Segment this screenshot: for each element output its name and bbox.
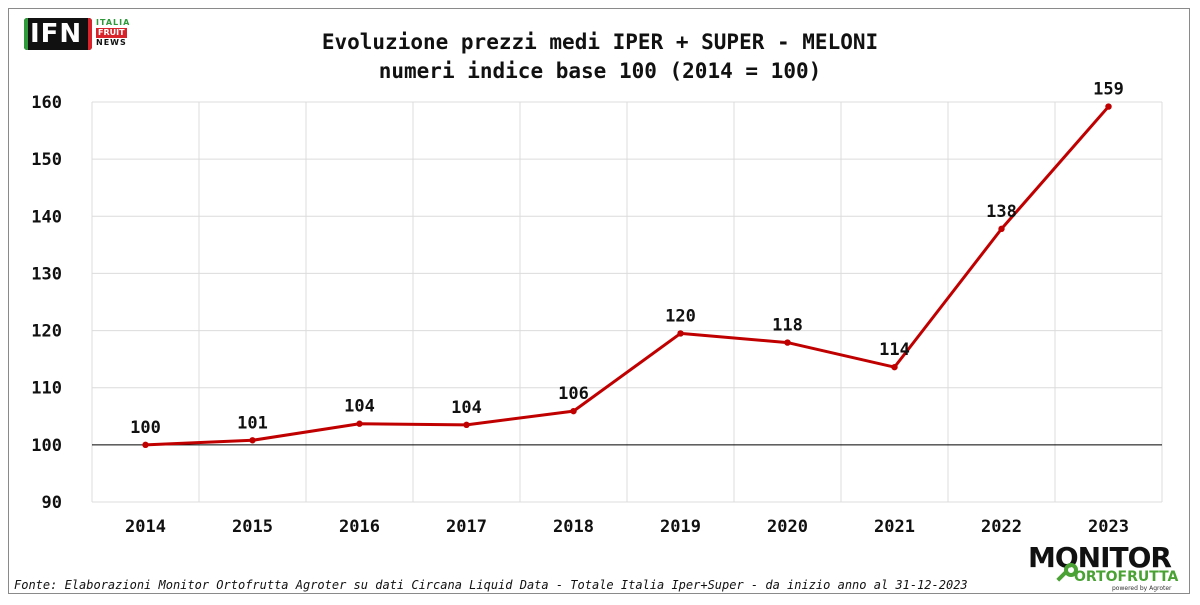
ifn-logo-line2: FRUIT [96, 28, 127, 38]
data-label: 118 [772, 316, 803, 336]
x-tick-label: 2019 [660, 517, 701, 537]
data-label: 120 [665, 306, 696, 326]
x-tick-label: 2018 [553, 517, 594, 537]
ifn-logo: IFN ITALIA FRUIT NEWS [24, 18, 142, 54]
monitor-ortofrutta-logo: MONITOR ORTOFRUTTA powered by Agroter [1028, 541, 1184, 593]
y-tick-label: 150 [31, 150, 62, 170]
y-tick-label: 130 [31, 264, 62, 284]
monitor-logo-tagline: powered by Agroter [1112, 585, 1172, 592]
chart-frame [8, 8, 1190, 594]
x-tick-label: 2023 [1088, 517, 1129, 537]
data-point [677, 330, 684, 337]
ifn-logo-words: ITALIA FRUIT NEWS [96, 18, 142, 48]
data-label: 100 [130, 418, 161, 438]
magnifier-icon [1064, 563, 1078, 577]
ifn-logo-mark: IFN [24, 18, 92, 50]
x-tick-label: 2021 [874, 517, 915, 537]
data-label: 104 [451, 398, 482, 418]
data-point [1105, 103, 1112, 110]
data-point [142, 441, 149, 449]
data-point [249, 437, 256, 444]
series-line [144, 105, 1110, 447]
ifn-logo-letters: IFN [30, 19, 83, 49]
data-point [784, 339, 791, 346]
monitor-logo-main: MONITOR [1028, 541, 1172, 574]
data-label: 104 [344, 397, 375, 417]
chart-subtitle: numeri indice base 100 (2014 = 100) [378, 59, 822, 83]
data-label: 138 [986, 202, 1017, 222]
x-tick-label: 2022 [981, 517, 1022, 537]
ifn-logo-line1: ITALIA [96, 18, 131, 27]
data-labels: 100 101 104 104 106 120 118 114 138 159 [130, 80, 1124, 438]
y-tick-label: 160 [31, 93, 62, 113]
y-tick-label: 100 [31, 436, 62, 456]
monitor-logo-sub: ORTOFRUTTA [1074, 569, 1179, 585]
x-tick-label: 2015 [232, 517, 273, 537]
y-tick-label: 140 [31, 207, 62, 227]
y-tick-label: 110 [31, 379, 62, 399]
data-point [998, 225, 1005, 233]
data-point [463, 421, 470, 429]
y-tick-label: 120 [31, 322, 62, 342]
data-label: 106 [558, 384, 589, 404]
y-axis-ticks: 90 100 110 120 130 140 150 160 [31, 93, 62, 513]
data-label: 114 [879, 340, 910, 360]
x-axis-ticks: 2014 2015 2016 2017 2018 2019 2020 2021 2022 2023 [125, 517, 1129, 537]
series-line-group [144, 105, 1110, 447]
data-point [356, 420, 363, 427]
data-points [142, 103, 1112, 449]
chart-title: Evoluzione prezzi medi IPER + SUPER - ME… [200, 28, 1000, 86]
data-label: 159 [1093, 80, 1124, 100]
x-tick-label: 2020 [767, 517, 808, 537]
data-label: 101 [237, 413, 268, 433]
data-point [570, 407, 577, 415]
x-tick-label: 2016 [339, 517, 380, 537]
x-tick-label: 2014 [125, 517, 166, 537]
chart-title-line1: Evoluzione prezzi medi IPER + SUPER - ME… [321, 30, 879, 54]
ifn-logo-line3: NEWS [96, 38, 127, 47]
source-note: Fonte: Elaborazioni Monitor Ortofrutta A… [14, 578, 968, 592]
gridlines [91, 101, 1163, 503]
x-tick-label: 2017 [446, 517, 487, 537]
y-tick-label: 90 [42, 493, 62, 513]
data-point [891, 363, 898, 371]
